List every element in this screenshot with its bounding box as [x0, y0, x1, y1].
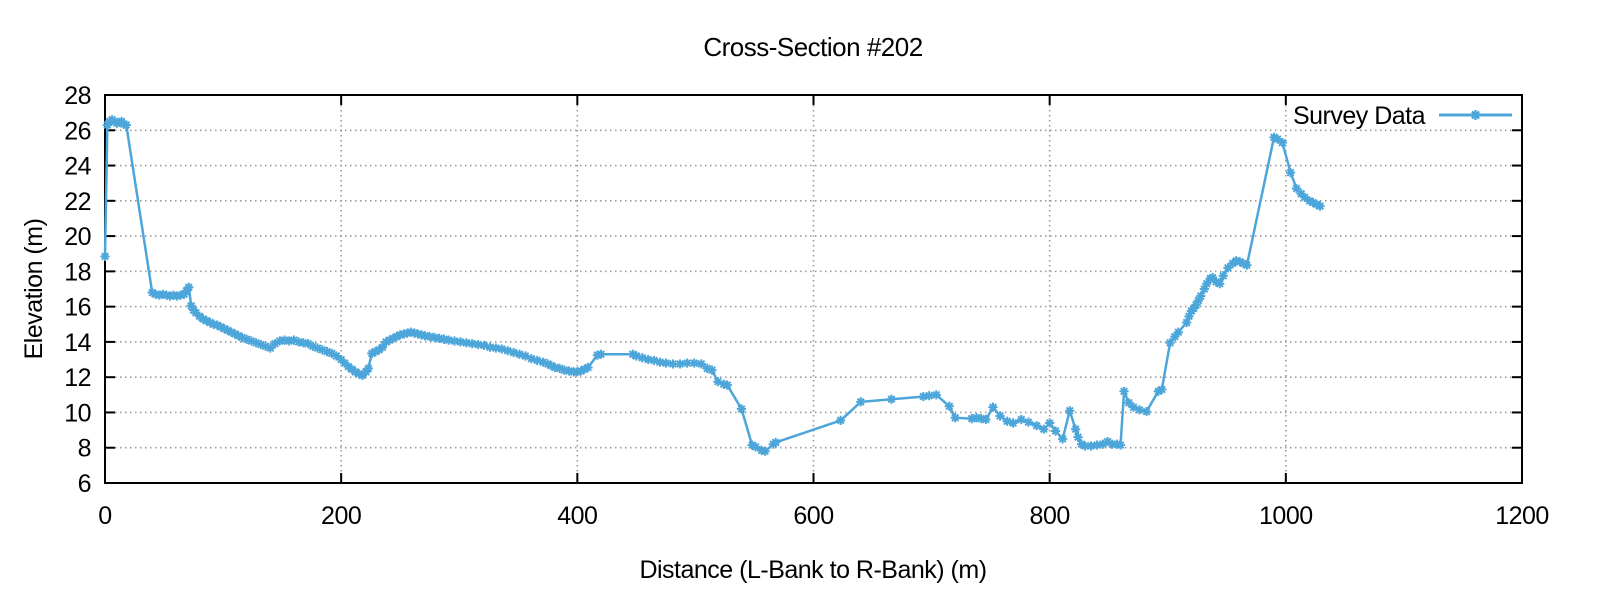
y-tick-label: 26: [64, 117, 91, 145]
x-tick-label: 0: [98, 502, 111, 530]
plot-border: [104, 94, 1523, 484]
data-point-markers: [100, 115, 1325, 456]
data-series: [100, 115, 1325, 456]
x-tick-label: 1200: [1495, 502, 1549, 530]
y-tick-label: 10: [64, 399, 91, 427]
x-tick-labels: 0 200 400 600 800 1000 1200: [98, 502, 1549, 530]
series-line: [103, 118, 1322, 453]
legend-marker-sample: [1470, 110, 1481, 120]
x-tick-label: 800: [1030, 502, 1070, 530]
y-tick-label: 22: [64, 188, 91, 216]
x-tick-label: 200: [321, 502, 361, 530]
legend-marker-star: [1470, 110, 1481, 120]
y-tick-label: 12: [64, 364, 91, 392]
y-tick-labels: 6 8 10 12 14 16 18 20 22 24 26 28: [64, 82, 92, 498]
y-tick-label: 24: [64, 153, 91, 181]
y-tick-label: 28: [64, 82, 91, 110]
legend: Survey Data: [1293, 102, 1512, 130]
x-tick-label: 400: [557, 502, 597, 530]
y-tick-label: 16: [64, 294, 91, 322]
y-tick-label: 8: [78, 435, 91, 463]
grid-lines: [105, 95, 1522, 483]
x-axis-label: Distance (L-Bank to R-Bank) (m): [639, 556, 986, 584]
x-tick-label: 600: [793, 502, 833, 530]
y-tick-label: 18: [64, 258, 91, 286]
legend-label: Survey Data: [1293, 102, 1426, 130]
y-axis-label: Elevation (m): [20, 219, 48, 360]
chart-title: Cross-Section #202: [703, 32, 922, 62]
x-tick-label: 1000: [1259, 502, 1313, 530]
y-tick-label: 20: [64, 223, 91, 251]
axis-ticks: [104, 94, 1523, 484]
y-tick-label: 14: [64, 329, 91, 357]
y-tick-label: 6: [78, 470, 91, 498]
